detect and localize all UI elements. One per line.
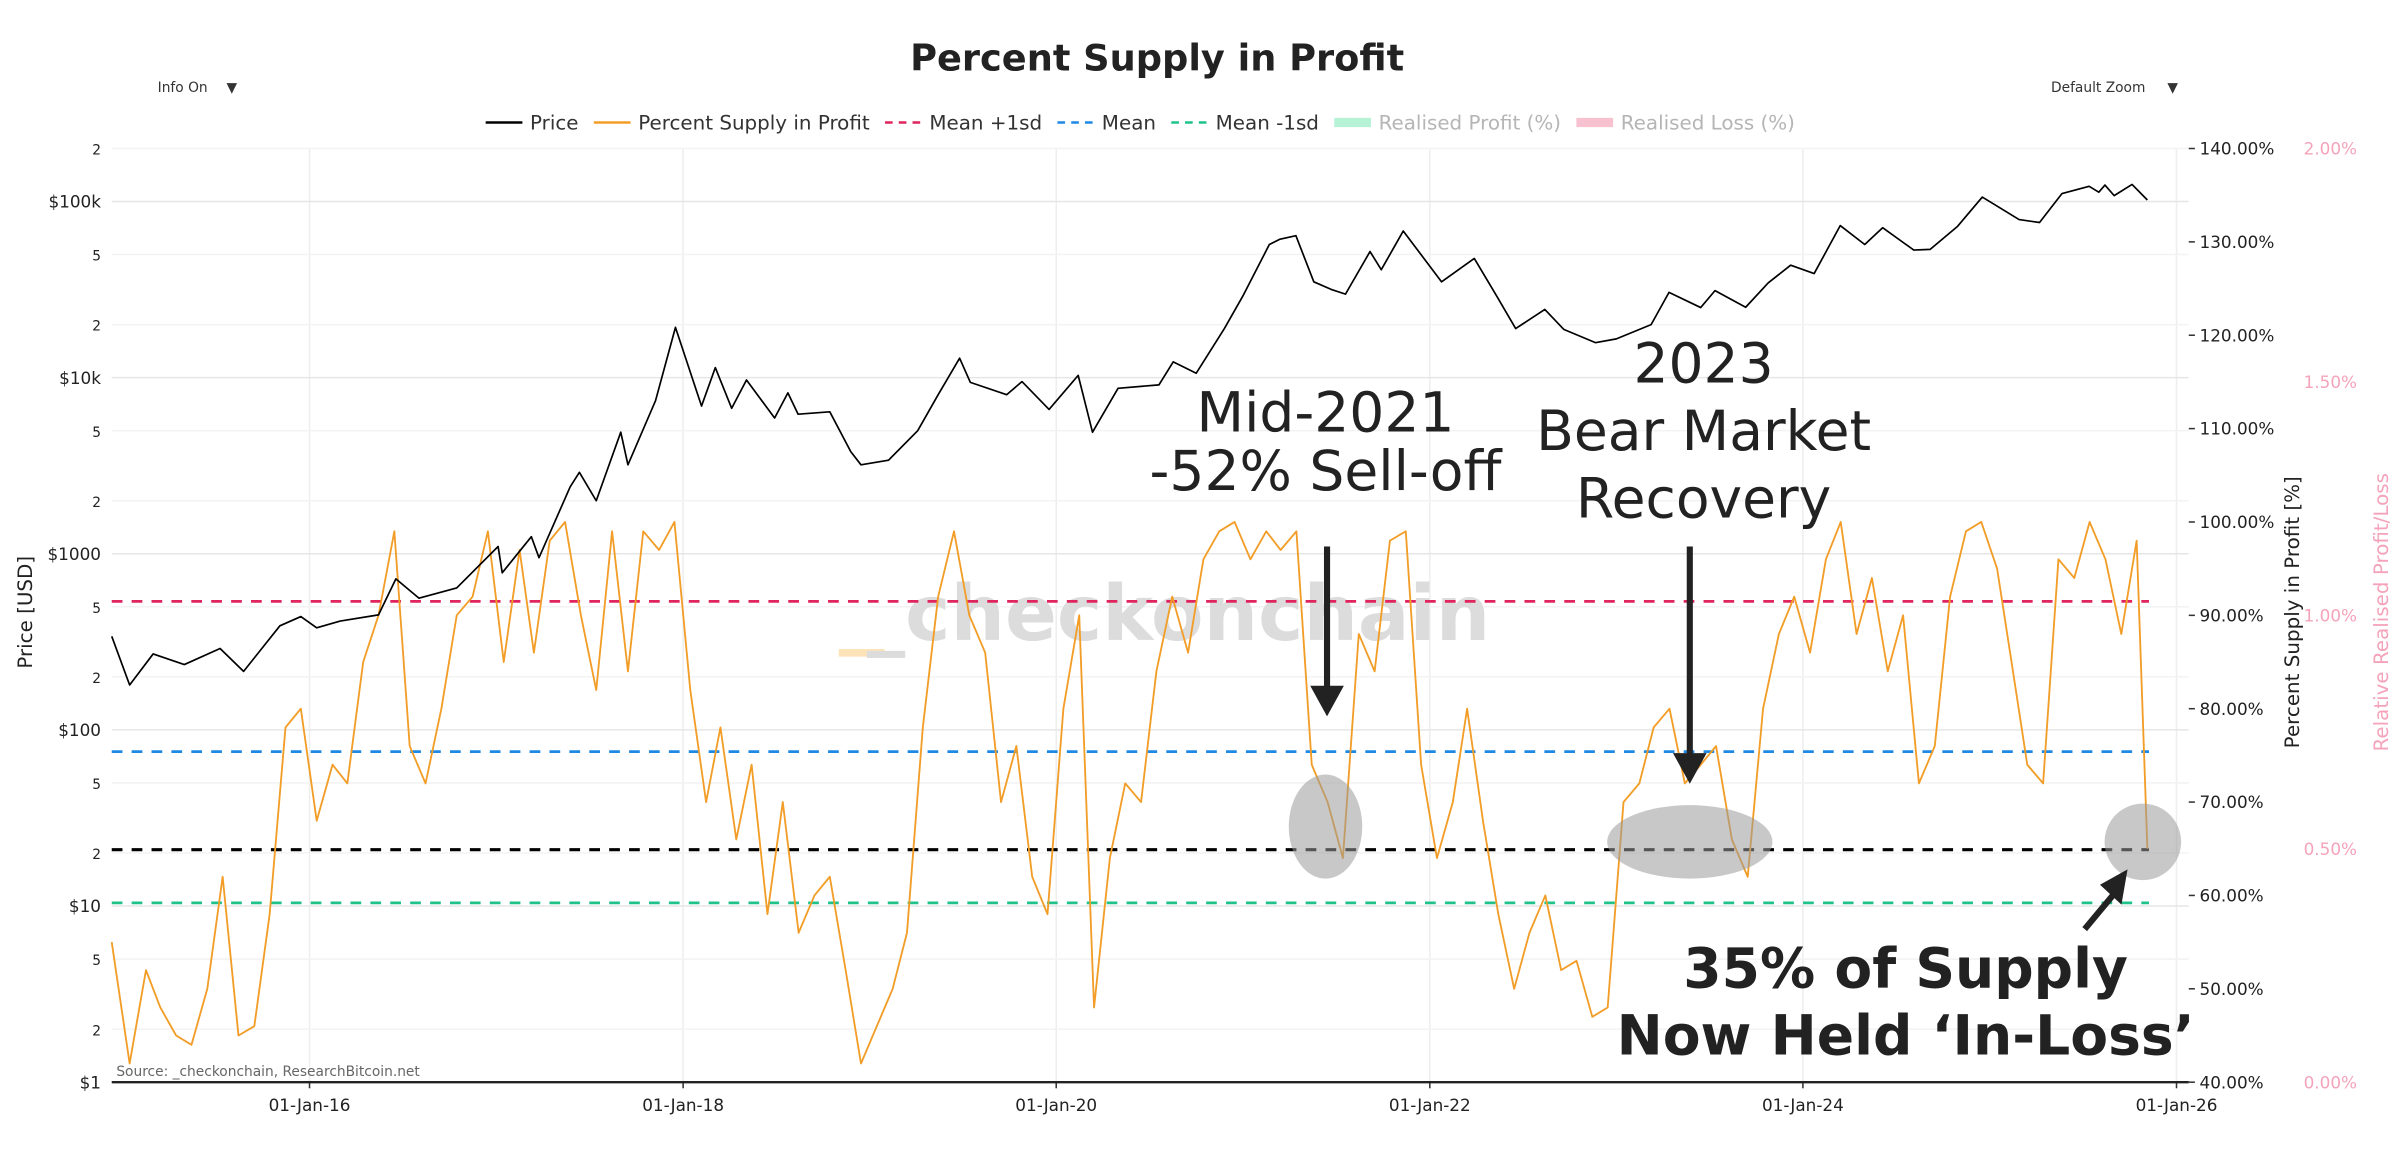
y2-tick-label: 90.00% — [2199, 605, 2263, 625]
x-tick-label: 01-Jan-22 — [1389, 1095, 1471, 1115]
arrow-head — [1672, 753, 1707, 784]
annotation: Recovery — [1576, 466, 1831, 530]
highlight-ellipse — [1607, 805, 1773, 879]
watermark-dash — [838, 649, 885, 657]
y2-tick-label: 120.00% — [2199, 325, 2274, 345]
y-tick-label: 5 — [92, 425, 101, 441]
y-tick-label: $10k — [59, 368, 101, 388]
legend-label: Mean -1sd — [1216, 111, 1319, 134]
watermark: _checkonchain — [867, 570, 1490, 659]
x-tick-label: 01-Jan-20 — [1015, 1095, 1097, 1115]
annotation: Mid-2021 — [1197, 381, 1455, 445]
arrow-head — [1310, 685, 1344, 717]
legend-item: Realised Profit (%) — [1334, 111, 1561, 134]
y2-axis-label: Percent Supply in Profit [%] — [2281, 476, 2304, 748]
y-axis-label: Price [USD] — [14, 556, 37, 669]
info-toggle-label[interactable]: Info On — [158, 80, 208, 96]
legend-item: Price — [485, 111, 579, 134]
legend-item: Mean -1sd — [1171, 111, 1319, 134]
chart-title: Percent Supply in Profit — [910, 36, 1404, 79]
y3-axis-label: Relative Realised Profit/Loss — [2370, 473, 2393, 751]
y-tick-label: 2 — [92, 495, 101, 511]
x-tick-label: 01-Jan-18 — [642, 1095, 724, 1115]
annotation: 35% of Supply — [1683, 936, 2128, 1000]
legend-label: Realised Loss (%) — [1621, 111, 1795, 134]
y-tick-label: $1000 — [47, 544, 101, 564]
y-tick-label: 2 — [92, 143, 101, 159]
y-tick-label: 5 — [92, 601, 101, 617]
y3-tick-label: 1.50% — [2304, 372, 2357, 392]
y2-tick-label: 110.00% — [2199, 419, 2274, 439]
annotation: Now Held ‘In-Loss’ — [1617, 1004, 2195, 1068]
legend-item: Realised Loss (%) — [1576, 111, 1795, 134]
y3-tick-label: 0.00% — [2304, 1072, 2357, 1092]
y-tick-label: 2 — [92, 847, 101, 863]
y-tick-label: 2 — [92, 671, 101, 687]
dropdown-icon[interactable]: ▼ — [227, 80, 238, 96]
arrow — [2082, 890, 2118, 932]
legend-label: Mean +1sd — [929, 111, 1042, 134]
highlight-ellipse — [1288, 774, 1363, 879]
grid: 01-Jan-16 01-Jan-18 01-Jan-20 01-Jan-22 01-J… — [14, 139, 2393, 1116]
y-tick-label: 5 — [92, 777, 101, 793]
y-tick-label: 5 — [92, 249, 101, 265]
zoom-select[interactable]: Default Zoom ▼ — [2051, 80, 2178, 96]
annotation: 2023 — [1633, 332, 1773, 396]
y2-tick-label: 60.00% — [2199, 886, 2263, 906]
dropdown-icon[interactable]: ▼ — [2167, 80, 2178, 96]
x-tick-label: 01-Jan-24 — [1762, 1095, 1844, 1115]
highlight-ellipse — [2104, 803, 2182, 881]
source: Source: _checkonchain, ResearchBitcoin.n… — [116, 1064, 420, 1080]
legend-label: Mean — [1102, 111, 1156, 134]
y-tick-label: $1 — [80, 1072, 101, 1092]
y3-tick-label: 1.00% — [2304, 605, 2357, 625]
y-tick-label: $100k — [48, 192, 101, 212]
annotation: Bear Market — [1536, 399, 1871, 463]
y2-tick-label: 130.00% — [2199, 232, 2274, 252]
series-line — [110, 521, 2149, 1065]
legend-label: Realised Profit (%) — [1379, 111, 1561, 134]
y2-tick-label: 80.00% — [2199, 699, 2263, 719]
y-tick-label: $100 — [58, 720, 101, 740]
y-tick-label: 5 — [92, 953, 101, 969]
annotation: -52% Sell-off — [1150, 439, 1503, 503]
y-tick-label: 2 — [92, 319, 101, 335]
legend: Price Percent Supply in Profit Mean +1sd Me… — [485, 111, 1795, 134]
zoom-select-label[interactable]: Default Zoom — [2051, 80, 2145, 96]
legend-item: Mean +1sd — [884, 111, 1042, 134]
y3-tick-label: 2.00% — [2304, 139, 2357, 159]
legend-item: Mean — [1057, 111, 1156, 134]
y-tick-label: 2 — [92, 1023, 101, 1039]
y2-tick-label: 40.00% — [2199, 1072, 2263, 1092]
y2-tick-label: 100.00% — [2199, 512, 2274, 532]
y3-tick-label: 0.50% — [2304, 839, 2357, 859]
y2-tick-label: 70.00% — [2199, 792, 2263, 812]
legend-label: Percent Supply in Profit — [638, 111, 870, 134]
y-tick-label: $10 — [69, 896, 101, 916]
y2-tick-label: 140.00% — [2199, 139, 2274, 159]
legend-label: Price — [530, 111, 578, 134]
arrows — [1310, 546, 2128, 932]
info-toggle[interactable]: Info On ▼ — [158, 80, 238, 96]
x-tick-label: 01-Jan-26 — [2136, 1095, 2218, 1115]
arrow-head — [2100, 869, 2128, 905]
plot — [110, 183, 2149, 1065]
x-tick-label: 01-Jan-16 — [269, 1095, 351, 1115]
series-line — [110, 183, 2148, 686]
y2-tick-label: 50.00% — [2199, 979, 2263, 999]
legend-item: Percent Supply in Profit — [593, 111, 870, 134]
